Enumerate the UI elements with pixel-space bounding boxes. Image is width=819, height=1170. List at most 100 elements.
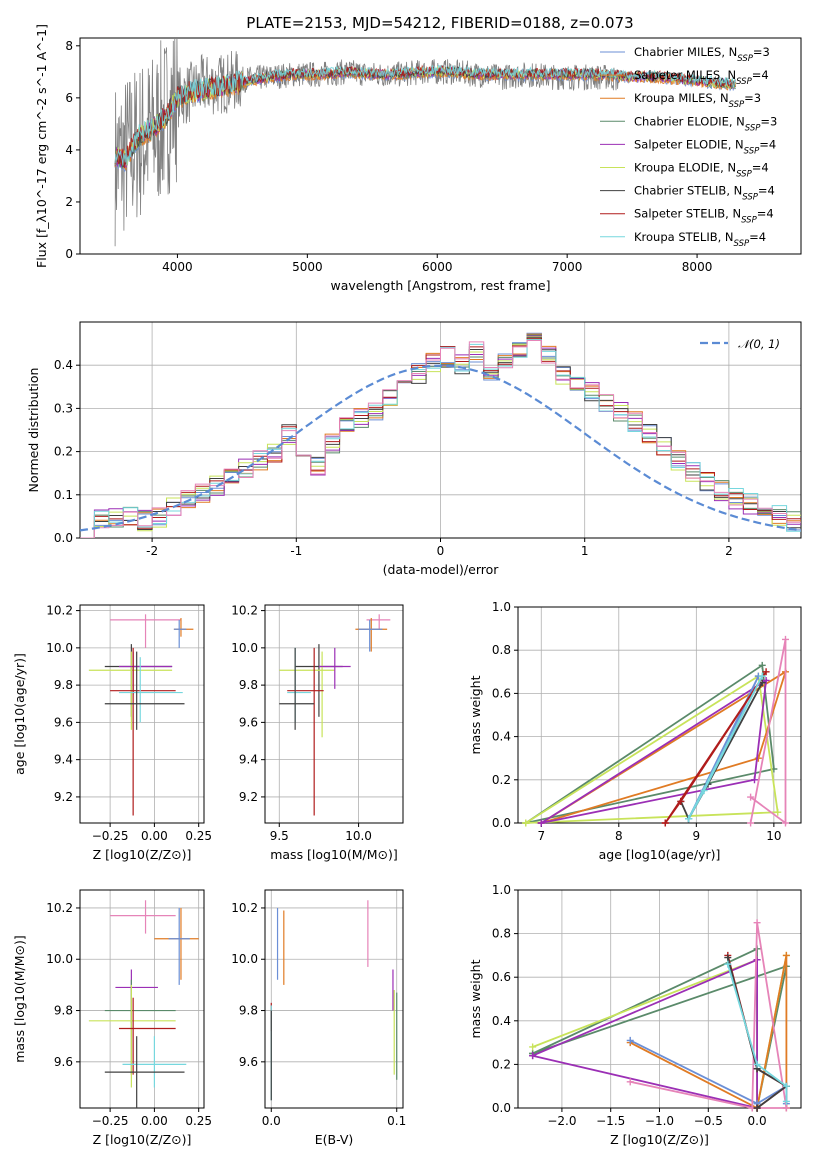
mass-weight-marker — [529, 1043, 537, 1051]
axes-frame — [517, 606, 802, 824]
y-tick-label: 0.2 — [54, 445, 73, 459]
mass-weight-marker — [537, 819, 545, 827]
mass-weight-marker — [626, 1036, 634, 1044]
residuals-axes: -2 -1 0 1 2 0.0 0.1 0.2 0.3 0.4 (data-model)/error… — [26, 321, 802, 577]
mass-weight-marker — [758, 672, 766, 680]
mass-weight-marker — [747, 819, 755, 827]
x-axis-label: (data-model)/error — [383, 562, 500, 577]
x-tick-label: 10.0 — [345, 829, 372, 843]
mass-weight-marker — [754, 754, 762, 762]
x-tick-label: 10 — [766, 829, 781, 843]
x-tick-label: -2 — [146, 544, 158, 558]
mass-weight-marker — [781, 635, 789, 643]
y-tick-label: 9.8 — [239, 1004, 258, 1018]
x-tick-label: 7 — [537, 829, 545, 843]
mass-weight-line — [525, 663, 775, 824]
axes-frame — [264, 889, 404, 1109]
y-tick-label: 0.0 — [492, 1101, 511, 1115]
x-tick-label: −0.5 — [694, 1114, 723, 1128]
y-tick-label: 0.0 — [54, 531, 73, 545]
x-tick-label: 6000 — [422, 260, 453, 274]
x-axis-label: Z [log10(Z/Z⊙)] — [93, 847, 192, 862]
age-vs-Z-axes: −0.25 0.00 0.25 9.2 9.4 9.6 9.8 10.0 10.2 Z [log1… — [12, 604, 212, 862]
y-tick-label: 1.0 — [492, 600, 511, 614]
x-axis-label: age [log10(age/yr)] — [599, 847, 721, 862]
mass-vs-EBV-axes: 0.0 0.1 9.6 9.8 10.0 10.2 E(B-V) — [231, 889, 406, 1147]
axes-frame — [517, 889, 802, 1109]
mass-weight-marker — [529, 1052, 537, 1060]
mass-weight-marker — [782, 1082, 790, 1090]
mass-weight-marker — [685, 815, 693, 823]
y-tick-label: 9.6 — [54, 715, 73, 729]
mass-weight-marker — [782, 1104, 790, 1112]
axes-frame — [264, 604, 404, 824]
x-tick-label: 1 — [581, 544, 589, 558]
figure-title: PLATE=2153, MJD=54212, FIBERID=0188, z=0… — [246, 14, 633, 32]
mass-weight-line — [749, 639, 787, 825]
histogram-step — [80, 336, 801, 538]
x-tick-label: 5000 — [292, 260, 323, 274]
y-tick-label: 0 — [65, 247, 73, 261]
histogram-step — [80, 340, 801, 538]
x-tick-label: 0.25 — [185, 1114, 212, 1128]
y-tick-label: 0.6 — [492, 686, 511, 700]
mass-weight-marker — [747, 793, 755, 801]
mass-weight-marker — [661, 819, 669, 827]
x-tick-label: −1.5 — [596, 1114, 625, 1128]
axes-frame — [79, 321, 802, 539]
y-tick-label: 9.8 — [54, 1004, 73, 1018]
mass-weight-marker — [781, 819, 789, 827]
y-tick-label: 9.6 — [239, 715, 258, 729]
y-tick-label: 10.0 — [46, 641, 73, 655]
y-tick-label: 6 — [65, 91, 73, 105]
y-axis-label: mass [log10(M/M⊙)] — [12, 935, 27, 1063]
x-tick-label: 4000 — [162, 260, 193, 274]
y-axis-label: mass weight — [468, 959, 483, 1038]
y-tick-label: 2 — [65, 195, 73, 209]
residuals-plot — [80, 332, 801, 538]
y-tick-label: 10.2 — [46, 604, 73, 618]
y-tick-label: 9.4 — [54, 753, 73, 767]
axes-frame — [79, 37, 802, 255]
y-tick-label: 10.2 — [231, 604, 258, 618]
mass-weight-marker — [750, 776, 758, 784]
y-tick-label: 0.2 — [492, 773, 511, 787]
normal-curve — [80, 364, 801, 532]
x-tick-label: 9.5 — [270, 829, 289, 843]
y-tick-label: 0.6 — [492, 970, 511, 984]
y-axis-label: mass weight — [468, 675, 483, 754]
y-tick-label: 0.3 — [54, 401, 73, 415]
x-axis-label: Z [log10(Z/Z⊙)] — [610, 1132, 709, 1147]
y-axis-label: Flux [f_λ10^-17 erg cm^-2 s^-1 A^-1] — [34, 24, 49, 268]
y-tick-label: 0.1 — [54, 488, 73, 502]
y-tick-label: 0.0 — [492, 816, 511, 830]
mass-weight-line — [540, 678, 768, 824]
y-tick-label: 9.6 — [239, 1055, 258, 1069]
mass-weight-marker — [762, 676, 770, 684]
mass-weight-marker — [700, 787, 708, 795]
mass-weight-line — [664, 671, 767, 824]
y-tick-label: 0.8 — [492, 927, 511, 941]
x-axis-label: mass [log10(M/M⊙)] — [270, 847, 398, 862]
x-tick-label: 8000 — [682, 260, 713, 274]
y-tick-label: 9.8 — [54, 678, 73, 692]
y-axis-label: age [log10(age/yr)] — [12, 653, 27, 775]
x-tick-label: 0.0 — [748, 1114, 767, 1128]
data-spectrum-line — [114, 38, 620, 247]
mass-weight-marker — [626, 1078, 634, 1086]
x-tick-label: −1.0 — [645, 1114, 674, 1128]
legend-entry: Chabrier STELIB, NSSP=4 — [634, 184, 775, 203]
y-tick-label: 9.6 — [54, 1055, 73, 1069]
y-tick-label: 8 — [65, 39, 73, 53]
legend-entry: Kroupa MILES, NSSP=3 — [634, 91, 761, 110]
x-tick-label: 0.00 — [141, 1114, 168, 1128]
mass-weight-marker — [753, 956, 761, 964]
x-tick-label: 0 — [437, 544, 445, 558]
legend-entry: Salpeter MILES, NSSP=4 — [634, 68, 769, 87]
y-tick-label: 10.0 — [231, 952, 258, 966]
legend-entry: Kroupa STELIB, NSSP=4 — [634, 230, 766, 249]
mass-weight-marker — [753, 1060, 761, 1068]
spectrum-axes: 4000 5000 6000 7000 8000 0 2 4 6 8 wavelength [Ang… — [34, 24, 802, 293]
mass-weight-marker — [782, 1097, 790, 1105]
x-tick-label: 2 — [725, 544, 733, 558]
